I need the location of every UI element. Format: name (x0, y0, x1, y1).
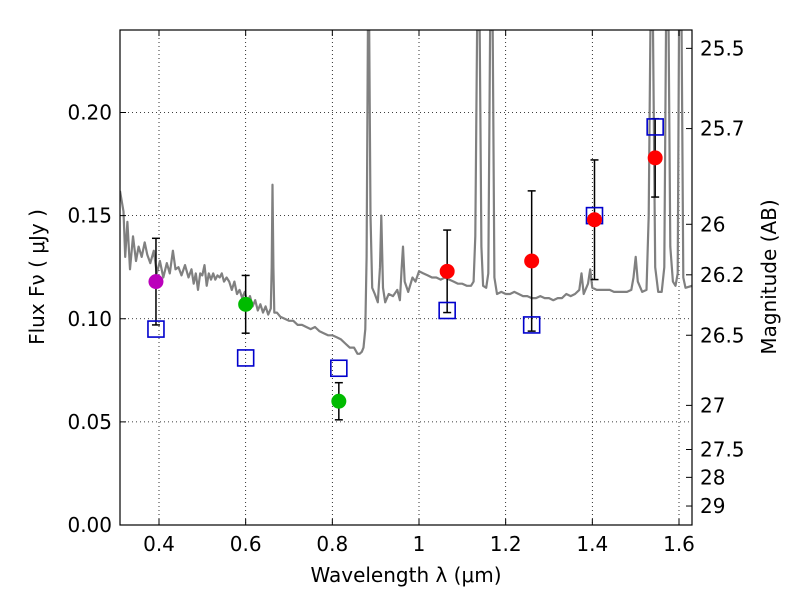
right-tick-label: 26 (700, 212, 725, 236)
right-tick-label: 27.5 (700, 438, 745, 462)
model-square-marker (236, 349, 255, 367)
y-tick-label: 0.05 (67, 410, 112, 434)
right-tick-label: 26.5 (700, 323, 745, 347)
plot-frame (119, 29, 693, 526)
y-axis-label: Flux Fν ( μJy ) (25, 209, 49, 345)
x-axis-label: Wavelength λ (μm) (310, 563, 501, 587)
model-square-marker (646, 118, 664, 136)
model-square-marker (438, 301, 456, 320)
y-tick-label: 0.20 (67, 101, 112, 125)
right-tick-label: 25.5 (700, 36, 745, 60)
x-tick-label: 1.2 (490, 532, 522, 556)
model-square-marker (522, 316, 541, 334)
observed-point-marker (647, 150, 663, 166)
observed-point-marker (587, 212, 602, 228)
right-tick-label: 29 (700, 494, 725, 518)
x-tick-label: 0.6 (230, 532, 262, 556)
model-square-marker (147, 320, 165, 338)
x-tick-label: 0.8 (316, 532, 348, 556)
right-tick-label: 25.7 (700, 117, 745, 141)
ticks-layer: 0.4 0.6 0.8 1 1.2 1.4 1.6 0.00 0.05 0.10 0.15 0.20 2… (67, 30, 745, 556)
y-tick-label: 0.00 (67, 513, 112, 537)
observed-point-marker (148, 274, 164, 290)
observed-point-marker (524, 253, 540, 269)
right-tick-label: 27 (700, 393, 725, 417)
observed-point-marker (331, 393, 347, 409)
model-square-marker (330, 359, 348, 378)
x-tick-label: 1.6 (663, 532, 695, 556)
x-tick-label: 1.4 (576, 532, 608, 556)
right-axis-label: Magnitude (AB) (757, 199, 781, 354)
spectrum-layer (120, 30, 692, 355)
x-tick-label: 0.4 (143, 532, 175, 556)
y-tick-label: 0.10 (67, 307, 112, 331)
marker-layer (147, 117, 664, 421)
right-tick-label: 26.2 (700, 263, 745, 287)
y-tick-label: 0.15 (67, 204, 112, 228)
observed-point-marker (238, 296, 254, 312)
x-tick-label: 1 (413, 532, 426, 556)
template-spectrum-line (120, 30, 692, 355)
observed-point-marker (439, 263, 455, 279)
right-tick-label: 28 (700, 465, 725, 489)
